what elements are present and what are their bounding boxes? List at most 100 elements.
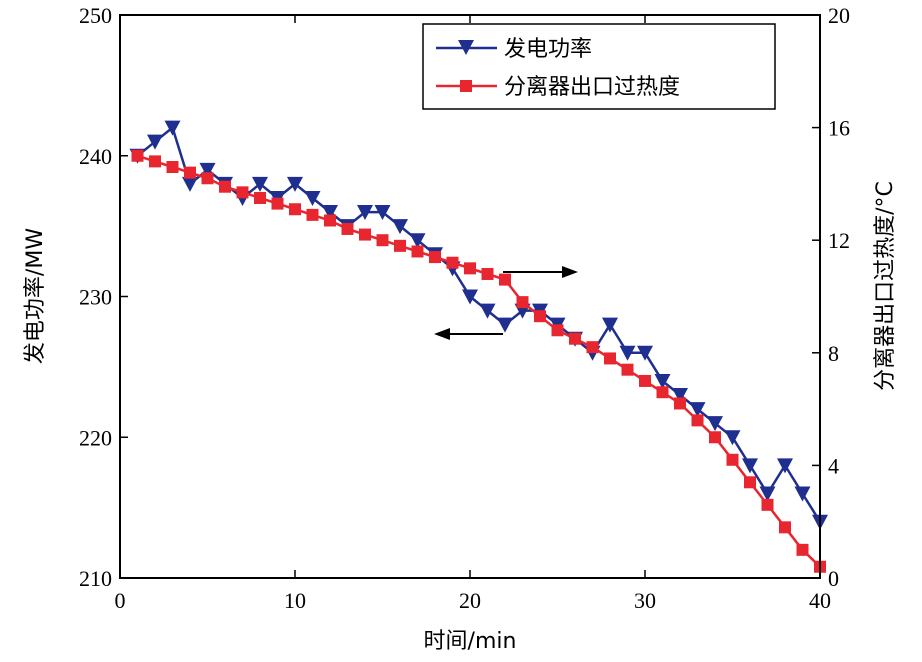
data-point-triangle	[707, 416, 723, 432]
data-point-square	[534, 310, 546, 323]
x-tick-label: 30	[634, 588, 656, 613]
x-axis-label: 时间/min	[424, 629, 517, 654]
data-point-triangle	[357, 205, 373, 221]
data-point-square	[359, 228, 371, 241]
data-point-triangle	[672, 388, 688, 404]
data-point-square	[394, 239, 406, 252]
data-point-triangle	[409, 233, 426, 249]
data-point-square	[516, 296, 529, 309]
y-right-tick-label: 16	[828, 116, 850, 141]
x-tick-label: 40	[809, 588, 831, 613]
data-point-square	[709, 431, 721, 444]
data-point-triangle	[287, 176, 303, 192]
x-tick-label: 10	[284, 588, 306, 613]
data-point-triangle	[304, 190, 321, 206]
data-point-triangle	[462, 289, 478, 305]
y-right-tick-label: 20	[828, 3, 850, 28]
data-point-triangle	[637, 345, 653, 361]
data-point-triangle	[164, 120, 181, 136]
y-left-tick-label: 240	[79, 144, 112, 169]
data-point-square	[324, 214, 336, 227]
data-point-square	[236, 186, 249, 199]
data-point-triangle	[794, 486, 811, 502]
series-line	[136, 125, 822, 523]
data-point-square	[586, 341, 599, 354]
legend-marker-square	[460, 80, 472, 92]
y-right-axis-label: 分离器出口过热度/°C	[873, 181, 898, 391]
data-point-square	[481, 267, 494, 280]
data-point-triangle	[182, 176, 198, 192]
y-left-tick-label: 220	[79, 425, 112, 450]
legend-label-superheat: 分离器出口过热度	[504, 75, 680, 100]
y-right-tick-label: 8	[828, 341, 839, 366]
data-point-square	[726, 453, 739, 466]
data-point-square	[621, 363, 634, 376]
data-point-triangle	[392, 219, 408, 235]
y-left-axis-label: 发电功率/MW	[23, 228, 48, 364]
series-superheat	[131, 149, 826, 573]
data-point-square	[796, 543, 809, 556]
data-point-square	[201, 172, 214, 185]
data-point-triangle	[654, 373, 671, 389]
data-point-square	[761, 498, 774, 511]
data-point-triangle	[252, 176, 268, 192]
y-left-tick-label: 230	[79, 285, 112, 310]
x-tick-label: 20	[459, 588, 481, 613]
data-point-square	[551, 324, 564, 337]
y-right-tick-label: 4	[828, 453, 839, 478]
data-point-triangle	[619, 345, 636, 361]
data-point-triangle	[374, 205, 391, 221]
legend-label-power: 发电功率	[504, 37, 592, 62]
data-point-square	[219, 180, 231, 193]
legend-entry-superheat: 分离器出口过热度	[436, 75, 680, 100]
legend: 发电功率 分离器出口过热度	[422, 23, 776, 110]
data-point-square	[429, 251, 441, 264]
data-point-triangle	[147, 134, 163, 150]
data-point-triangle	[497, 317, 513, 333]
arrow-left-pointing	[434, 328, 503, 340]
data-point-square	[499, 273, 511, 286]
x-tick-label: 0	[115, 588, 126, 613]
data-point-square	[254, 191, 266, 204]
y-right-tick-label: 0	[828, 566, 839, 591]
data-point-square	[691, 414, 704, 427]
data-point-square	[569, 332, 581, 345]
y-left-tick-label: 250	[79, 3, 112, 28]
legend-entry-power: 发电功率	[436, 37, 592, 62]
data-point-square	[166, 161, 179, 174]
data-point-square	[289, 203, 301, 216]
data-point-triangle	[602, 317, 618, 333]
y-left-tick-label: 210	[79, 566, 112, 591]
plot-layer	[129, 120, 828, 573]
data-point-triangle	[777, 458, 793, 474]
data-point-square	[674, 397, 686, 410]
data-point-triangle	[199, 162, 216, 178]
data-point-square	[376, 234, 389, 247]
data-point-square	[464, 262, 476, 275]
data-point-square	[149, 155, 161, 168]
data-point-triangle	[479, 303, 496, 319]
y-right-tick-label: 12	[828, 228, 850, 253]
series-power	[129, 120, 828, 530]
data-point-triangle	[689, 402, 706, 418]
axes-layer: 0 10 20 30 40 210 220 230 240 250 0 4 8 12 16 20	[79, 3, 850, 613]
data-point-square	[184, 166, 196, 179]
legend-marker-triangle	[458, 40, 474, 55]
direction-arrows	[434, 266, 578, 340]
data-point-square	[446, 256, 459, 269]
legend-box	[422, 23, 776, 110]
data-point-square	[639, 374, 651, 387]
data-point-square	[271, 197, 284, 210]
data-point-triangle	[322, 205, 338, 221]
data-point-triangle	[742, 458, 758, 474]
data-point-square	[131, 149, 144, 162]
data-point-square	[744, 476, 756, 489]
data-point-square	[341, 222, 354, 235]
data-point-square	[604, 352, 616, 365]
data-point-triangle	[724, 430, 741, 446]
data-point-square	[656, 386, 669, 399]
data-point-square	[411, 245, 424, 258]
arrow-right-pointing	[503, 266, 578, 278]
data-point-square	[306, 208, 319, 221]
